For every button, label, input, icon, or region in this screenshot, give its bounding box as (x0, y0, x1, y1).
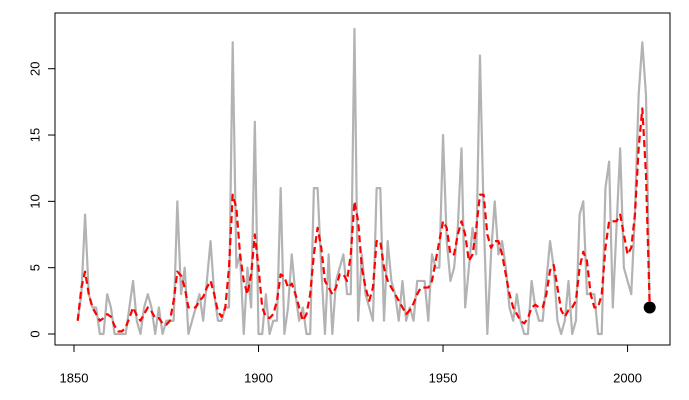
x-tick-label: 1900 (244, 370, 273, 385)
end-point (643, 301, 656, 314)
y-tick-label: 20 (27, 61, 42, 75)
y-tick-label: 5 (27, 264, 42, 271)
x-tick-label: 2000 (613, 370, 642, 385)
series-line (76, 27, 651, 336)
x-tick-label: 1850 (60, 370, 89, 385)
x-tick-label: 1950 (429, 370, 458, 385)
y-tick-label: 0 (27, 330, 42, 337)
y-tick-label: 15 (27, 128, 42, 142)
y-tick-label: 10 (27, 194, 42, 208)
series-line (76, 107, 651, 333)
